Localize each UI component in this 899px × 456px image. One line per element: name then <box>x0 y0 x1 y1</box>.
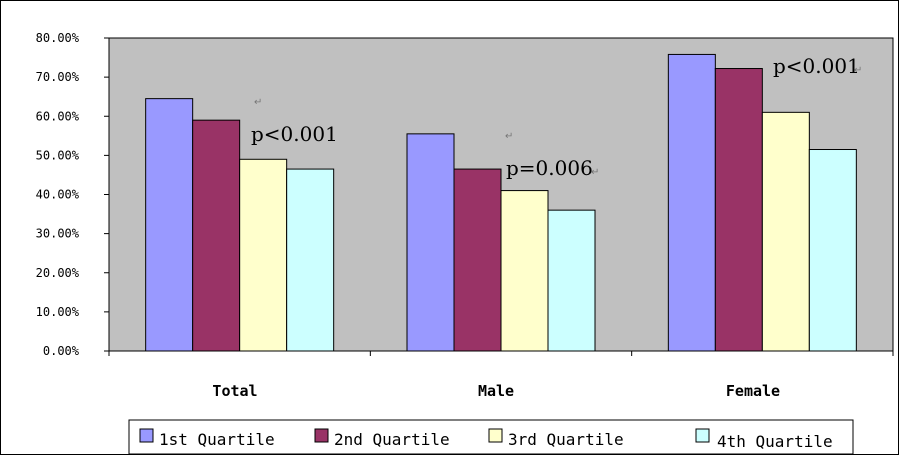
legend-label-4th-quartile: 4th Quartile <box>717 432 833 451</box>
y-tick-label: 0.00% <box>43 344 80 358</box>
bar-male-2nd-quartile <box>453 168 502 352</box>
y-tick-label: 10.00% <box>36 305 80 319</box>
bar-male-1st-quartile <box>406 133 455 352</box>
bar-female-1st-quartile <box>667 53 716 352</box>
annotation-male: p=0.006 <box>506 156 593 180</box>
legend-swatch-4th-quartile <box>695 428 710 443</box>
bar-total-1st-quartile <box>145 98 194 352</box>
y-tick-label: 60.00% <box>36 109 80 123</box>
bar-total-2nd-quartile <box>192 119 241 352</box>
y-tick-label: 30.00% <box>36 227 80 241</box>
legend-swatch-3rd-quartile <box>488 428 503 443</box>
return-mark-icon: ↵ <box>254 97 262 108</box>
bar-total-4th-quartile <box>286 168 335 352</box>
bar-total-3rd-quartile <box>239 158 288 352</box>
legend-swatch-1st-quartile <box>139 428 154 443</box>
y-tick-label: 20.00% <box>36 266 80 280</box>
annotation-total: p<0.001 <box>251 122 338 146</box>
y-tick-label: 70.00% <box>36 70 80 84</box>
return-mark-icon: ↵ <box>591 167 599 178</box>
y-tick-label: 80.00% <box>36 31 80 45</box>
legend-swatch-2nd-quartile <box>314 428 329 443</box>
bar-female-3rd-quartile <box>761 111 810 352</box>
bar-male-3rd-quartile <box>500 190 549 352</box>
return-mark-icon: ↵ <box>505 131 513 142</box>
category-label-female: Female <box>726 382 780 400</box>
y-tick-label: 50.00% <box>36 148 80 162</box>
bar-male-4th-quartile <box>547 209 596 352</box>
legend-label-1st-quartile: 1st Quartile <box>159 430 275 449</box>
category-label-male: Male <box>478 382 514 400</box>
y-tick-label: 40.00% <box>36 188 80 202</box>
legend-label-2nd-quartile: 2nd Quartile <box>334 430 450 449</box>
bar-female-4th-quartile <box>808 149 857 352</box>
legend: 1st Quartile 2nd Quartile 3rd Quartile 4… <box>128 419 854 455</box>
bar-female-2nd-quartile <box>714 68 763 352</box>
return-mark-icon: ↵ <box>854 65 862 76</box>
legend-label-3rd-quartile: 3rd Quartile <box>508 430 624 449</box>
annotation-female: p<0.001 <box>773 54 860 78</box>
category-label-total: Total <box>212 382 257 400</box>
